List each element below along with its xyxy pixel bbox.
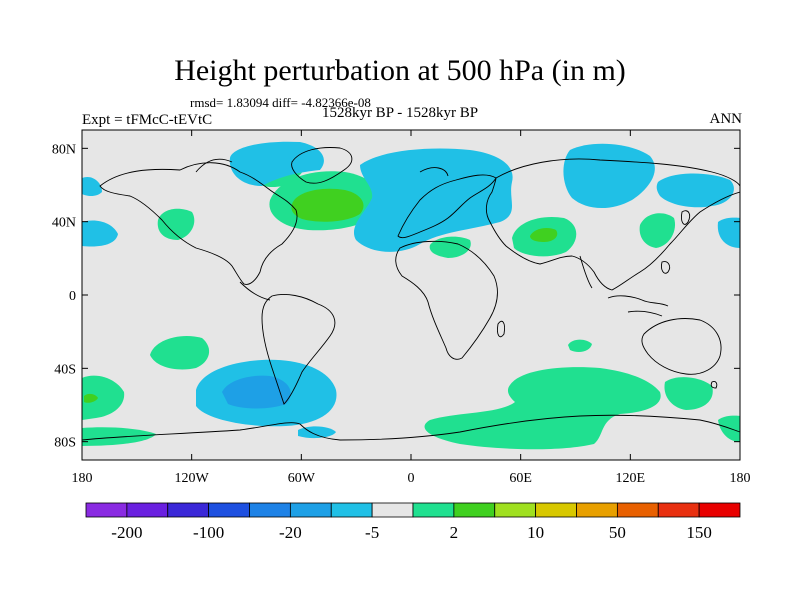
lon-tick-label: 120W bbox=[175, 471, 210, 486]
colorbar-swatch bbox=[412, 502, 455, 518]
colorbar-swatch bbox=[616, 502, 659, 518]
anomaly-contours bbox=[82, 141, 740, 450]
negative-anomaly-east-siberia bbox=[656, 173, 734, 208]
lat-tick-label: 40N bbox=[52, 216, 76, 231]
negative-anomaly-east-asia-edge bbox=[717, 217, 740, 248]
colorbar-label: -100 bbox=[193, 523, 224, 542]
colorbar-label: -5 bbox=[365, 523, 379, 542]
positive-anomaly-middle-east-core bbox=[530, 228, 558, 242]
period-label: 1528kyr BP - 1528kyr BP bbox=[321, 105, 479, 121]
lat-tick-label: 80N bbox=[52, 142, 76, 157]
stats-label: rmsd= 1.83094 diff= -4.82366e-08 bbox=[190, 95, 371, 110]
positive-anomaly-east-asia bbox=[639, 213, 676, 248]
positive-anomaly-southern-ocean-west-core bbox=[84, 393, 98, 403]
colorbar-swatch bbox=[330, 502, 373, 518]
colorbar-label: 2 bbox=[450, 523, 459, 542]
colorbar-swatch bbox=[371, 502, 414, 518]
colorbar-swatch bbox=[453, 502, 496, 518]
negative-anomaly-dateline-north bbox=[82, 176, 102, 196]
colorbar-label: 10 bbox=[527, 523, 544, 542]
colorbar-swatch bbox=[289, 502, 332, 518]
colorbar-swatch bbox=[208, 502, 250, 518]
lat-tick-label: 0 bbox=[69, 289, 76, 304]
colorbar: -200 -100 -20 -5 2 10 50 150 bbox=[85, 502, 741, 542]
colorbar-swatch bbox=[85, 502, 128, 518]
lon-tick-label: 60E bbox=[509, 471, 532, 486]
negative-anomaly-north-pacific bbox=[82, 220, 118, 247]
season-label: ANN bbox=[709, 111, 743, 127]
negative-anomaly-northern-canada bbox=[229, 141, 324, 186]
negative-anomaly-siberia bbox=[563, 143, 655, 209]
colorbar-swatch bbox=[576, 502, 618, 518]
lat-tick-label: 40S bbox=[54, 362, 76, 377]
positive-anomaly-south-pacific bbox=[150, 335, 210, 370]
colorbar-swatch bbox=[167, 502, 210, 518]
longitude-axis: 180 120W 60W 0 60E 120E 180 bbox=[72, 130, 751, 486]
coastlines bbox=[82, 147, 740, 441]
latitude-axis: 80N 40N 0 40S 80S bbox=[52, 142, 740, 451]
lon-tick-label: 60W bbox=[288, 471, 316, 486]
lon-tick-label: 0 bbox=[408, 471, 415, 486]
lon-tick-label: 120E bbox=[616, 471, 646, 486]
colorbar-label: 150 bbox=[686, 523, 712, 542]
lat-tick-label: 80S bbox=[54, 436, 76, 451]
colorbar-label: 50 bbox=[609, 523, 626, 542]
experiment-label: Expt = tFMcC-tEVtC bbox=[82, 112, 213, 128]
figure-title: Height perturbation at 500 hPa (in m) bbox=[174, 54, 626, 87]
positive-anomaly-east-pacific bbox=[157, 208, 195, 240]
colorbar-label: -200 bbox=[111, 523, 142, 542]
lon-tick-label: 180 bbox=[72, 471, 93, 486]
colorbar-swatch bbox=[249, 502, 291, 518]
positive-anomaly-southern-ocean bbox=[424, 367, 661, 450]
colorbar-swatch bbox=[494, 502, 537, 518]
lon-tick-label: 180 bbox=[730, 471, 751, 486]
colorbar-swatch bbox=[698, 502, 741, 518]
positive-anomaly-south-atlantic-small bbox=[568, 339, 592, 352]
colorbar-swatch bbox=[535, 502, 577, 518]
negative-anomaly-south-pacific-core bbox=[222, 375, 291, 409]
positive-anomaly-north-atlantic-core bbox=[291, 188, 364, 222]
colorbar-swatch bbox=[126, 502, 169, 518]
positive-anomaly-east-edge bbox=[718, 415, 740, 442]
positive-anomaly-south-indian bbox=[664, 377, 713, 410]
negative-anomaly-europe bbox=[353, 148, 513, 252]
colorbar-label: -20 bbox=[279, 523, 302, 542]
positive-anomaly-southern-ocean-west bbox=[82, 375, 125, 420]
colorbar-swatch bbox=[657, 502, 700, 518]
negative-anomaly-weddell bbox=[298, 426, 336, 439]
